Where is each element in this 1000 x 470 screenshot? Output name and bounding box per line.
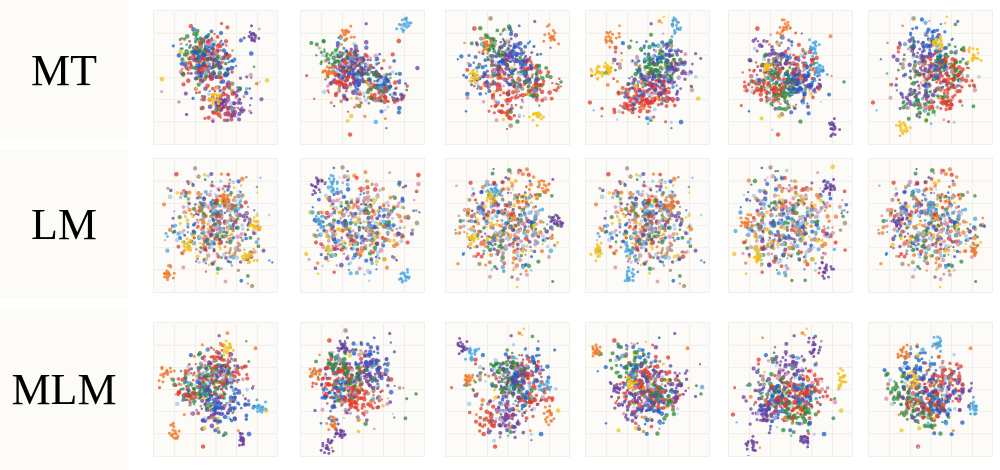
tsne-scatter-plot — [446, 11, 569, 144]
tsne-scatter-plot — [301, 159, 424, 292]
tsne-panel-lm-5 — [728, 158, 853, 293]
tsne-panel-lm-2 — [300, 158, 425, 293]
row-label-mt: MT — [0, 0, 128, 140]
tsne-scatter-plot — [446, 323, 569, 456]
row-label-text: LM — [31, 199, 97, 249]
tsne-scatter-plot — [729, 323, 852, 456]
row-label-text: MLM — [11, 364, 117, 414]
row-label-text: MT — [31, 45, 97, 95]
tsne-scatter-plot — [154, 11, 277, 144]
tsne-panel-lm-6 — [868, 158, 993, 293]
tsne-panel-lm-1 — [153, 158, 278, 293]
tsne-panel-mlm-2 — [300, 322, 425, 457]
tsne-scatter-plot — [586, 159, 709, 292]
tsne-panel-mt-1 — [153, 10, 278, 145]
tsne-scatter-plot — [301, 11, 424, 144]
tsne-scatter-plot — [301, 323, 424, 456]
tsne-panel-mlm-4 — [585, 322, 710, 457]
tsne-scatter-plot — [586, 323, 709, 456]
tsne-panel-mt-4 — [585, 10, 710, 145]
tsne-scatter-plot — [869, 323, 992, 456]
tsne-panel-lm-4 — [585, 158, 710, 293]
tsne-panel-mt-6 — [868, 10, 993, 145]
tsne-panel-mt-3 — [445, 10, 570, 145]
tsne-panel-mlm-3 — [445, 322, 570, 457]
tsne-panel-mlm-1 — [153, 322, 278, 457]
tsne-scatter-plot — [729, 11, 852, 144]
tsne-scatter-plot — [729, 159, 852, 292]
tsne-scatter-plot — [586, 11, 709, 144]
tsne-scatter-plot — [154, 323, 277, 456]
tsne-panel-mlm-5 — [728, 322, 853, 457]
tsne-scatter-plot — [154, 159, 277, 292]
tsne-panel-lm-3 — [445, 158, 570, 293]
tsne-panel-mt-5 — [728, 10, 853, 145]
tsne-panel-mlm-6 — [868, 322, 993, 457]
tsne-scatter-plot — [869, 159, 992, 292]
tsne-scatter-plot — [869, 11, 992, 144]
row-label-mlm: MLM — [0, 308, 128, 470]
tsne-scatter-plot — [446, 159, 569, 292]
row-label-lm: LM — [0, 150, 128, 298]
tsne-panel-mt-2 — [300, 10, 425, 145]
